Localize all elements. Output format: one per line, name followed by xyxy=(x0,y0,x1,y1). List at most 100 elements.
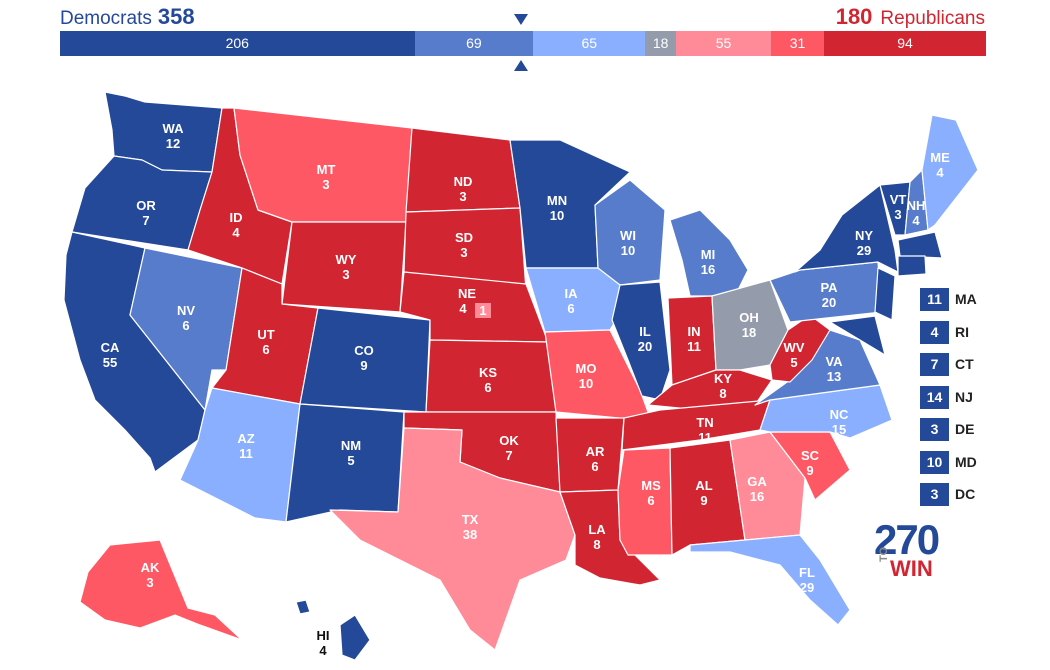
state-ev-hi: 4 xyxy=(319,643,327,658)
state-label-il: IL xyxy=(639,324,651,339)
logo-number: 270 xyxy=(874,516,940,563)
state-ev-id: 4 xyxy=(232,225,240,240)
state-ev-il: 20 xyxy=(638,339,652,354)
state-ct-shape[interactable] xyxy=(897,255,927,277)
state-nm[interactable] xyxy=(285,403,405,523)
bar-segment: 65 xyxy=(533,31,646,56)
state-label-ak: AK xyxy=(141,560,160,575)
state-ma-shape[interactable] xyxy=(897,231,943,259)
state-me[interactable] xyxy=(921,114,979,231)
state-ev-ia: 6 xyxy=(567,301,574,316)
state-ev-mi: 16 xyxy=(701,262,715,277)
state-label-nd: ND xyxy=(454,174,473,189)
state-label-sc: SC xyxy=(801,448,820,463)
state-ev-ne: 4 xyxy=(459,301,467,316)
state-ev-sc: 9 xyxy=(806,463,813,478)
state-label-hi: HI xyxy=(317,628,330,643)
state-ev-sd: 3 xyxy=(460,245,467,260)
small-state-ev-box[interactable]: 7 xyxy=(920,353,949,376)
small-state-ev-box[interactable]: 3 xyxy=(920,483,949,506)
state-ev-mt: 3 xyxy=(322,177,329,192)
state-il[interactable] xyxy=(611,281,671,401)
state-hi[interactable] xyxy=(339,614,371,661)
state-label-ky: KY xyxy=(714,371,732,386)
state-label-nv: NV xyxy=(177,303,195,318)
small-state-ev-box[interactable]: 3 xyxy=(920,418,949,441)
state-ev-ny: 29 xyxy=(857,243,871,258)
bar-segment: 94 xyxy=(824,31,986,56)
state-ak[interactable] xyxy=(79,539,243,641)
state-ev-la: 8 xyxy=(593,537,600,552)
state-ev-ca: 55 xyxy=(103,355,117,370)
bar-segment: 31 xyxy=(770,31,825,56)
state-ev-wa: 12 xyxy=(166,136,180,151)
bar-segment: 55 xyxy=(676,31,771,56)
state-ga[interactable] xyxy=(729,431,806,541)
state-label-sd: SD xyxy=(455,230,473,245)
republicans-total: 180 xyxy=(835,4,873,29)
republicans-header: 180 Republicans xyxy=(836,4,985,30)
state-ms[interactable] xyxy=(617,447,673,556)
state-label-wa: WA xyxy=(163,121,185,136)
logo-to: TO xyxy=(878,546,890,562)
state-label-ar: AR xyxy=(586,444,605,459)
state-ev-or: 7 xyxy=(142,213,149,228)
state-label-ca: CA xyxy=(101,340,120,355)
state-mo[interactable] xyxy=(544,329,649,421)
state-nj-shape[interactable] xyxy=(874,267,896,321)
state-ev-ms: 6 xyxy=(647,493,654,508)
state-ev-nv: 6 xyxy=(182,318,189,333)
state-label-mt: MT xyxy=(317,162,336,177)
state-ev-nc: 15 xyxy=(832,422,846,437)
small-state-abbr: MD xyxy=(955,453,977,470)
ne-district-ev: 1 xyxy=(479,303,486,318)
state-label-ms: MS xyxy=(641,478,661,493)
small-state-ev-box[interactable]: 10 xyxy=(920,450,949,474)
small-state-ev-box[interactable]: 11 xyxy=(920,288,949,311)
state-ev-in: 11 xyxy=(687,339,701,354)
state-ev-tx: 38 xyxy=(463,527,477,542)
state-wi[interactable] xyxy=(594,179,666,286)
state-ev-oh: 18 xyxy=(742,325,756,340)
state-ev-ks: 6 xyxy=(484,380,491,395)
state-label-la: LA xyxy=(588,522,606,537)
state-label-az: AZ xyxy=(237,431,254,446)
state-label-fl: FL xyxy=(799,565,815,580)
ne-district-box[interactable] xyxy=(475,303,491,318)
small-state-abbr: DE xyxy=(955,421,975,437)
state-label-vt: VT xyxy=(890,192,907,207)
state-ny[interactable] xyxy=(794,184,899,273)
state-fl[interactable] xyxy=(689,534,851,626)
state-ev-wi: 10 xyxy=(621,243,635,258)
state-label-mi: MI xyxy=(701,247,715,262)
state-ev-tn: 11 xyxy=(698,430,712,445)
state-label-ny: NY xyxy=(855,228,873,243)
270-marker-bottom-icon xyxy=(514,60,528,71)
state-tx[interactable] xyxy=(329,427,576,651)
state-wv[interactable] xyxy=(769,314,831,383)
state-ev-ak: 3 xyxy=(146,575,153,590)
state-label-pa: PA xyxy=(820,280,838,295)
small-state-abbr: CT xyxy=(955,356,974,372)
state-label-ok: OK xyxy=(499,433,519,448)
state-ev-ar: 6 xyxy=(591,459,598,474)
state-label-wi: WI xyxy=(620,228,636,243)
270towin-logo[interactable]: 270 TO WIN xyxy=(872,516,952,582)
state-label-mo: MO xyxy=(576,361,597,376)
state-ev-wv: 5 xyxy=(790,355,797,370)
state-label-nh: NH xyxy=(907,198,926,213)
bar-segment: 69 xyxy=(414,31,534,56)
state-md-shape[interactable] xyxy=(829,315,886,356)
state-hi-islands[interactable] xyxy=(295,599,311,615)
small-state-ev-box[interactable]: 4 xyxy=(920,320,949,344)
state-label-al: AL xyxy=(695,478,712,493)
small-state-abbr: DC xyxy=(955,486,976,502)
state-label-in: IN xyxy=(688,324,701,339)
state-ev-al: 9 xyxy=(700,493,707,508)
state-label-ga: GA xyxy=(747,474,767,489)
state-ev-mo: 10 xyxy=(579,376,593,391)
state-ev-az: 11 xyxy=(239,446,253,461)
bar-segment: 18 xyxy=(645,31,677,56)
small-state-ev-box[interactable]: 14 xyxy=(920,385,949,409)
